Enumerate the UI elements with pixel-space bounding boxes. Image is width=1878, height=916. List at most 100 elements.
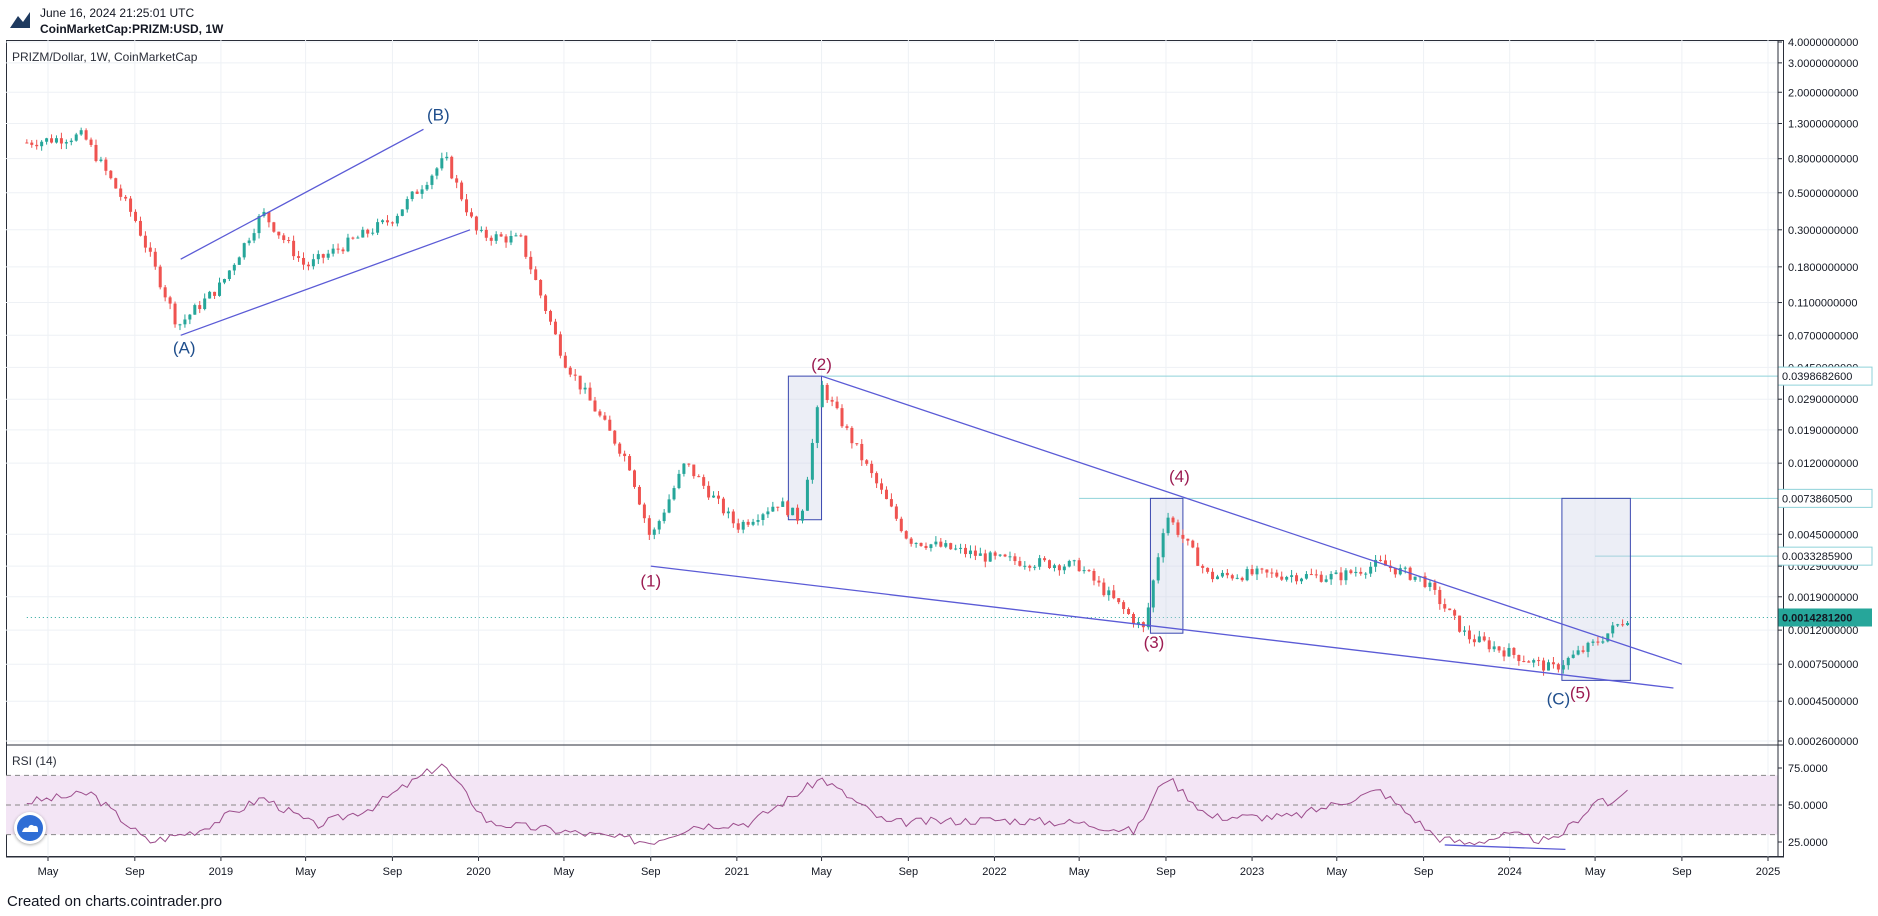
candle-body-223: [1127, 609, 1131, 615]
candle-body-140: [716, 495, 720, 499]
price-axis[interactable]: 4.0000000000 3.0000000000 2.0000000000 1.30…: [1778, 37, 1858, 748]
candle-body-202: [1023, 565, 1027, 567]
candle-body-49: [267, 211, 271, 223]
candle-body-220: [1112, 590, 1116, 599]
candle-body-26: [153, 251, 157, 267]
chart-header: June 16, 2024 21:25:01 UTC CoinMarketCap…: [0, 0, 1878, 40]
candle-body-2: [35, 144, 39, 147]
candle-body-259: [1304, 574, 1308, 579]
candle-body-127: [652, 529, 656, 535]
candle-body-113: [583, 387, 587, 390]
candle-body-256: [1290, 575, 1294, 577]
price-tick-label-9: 0.0700000000: [1788, 330, 1858, 342]
candle-body-29: [168, 297, 172, 304]
candle-body-12: [84, 130, 88, 140]
candle-body-123: [633, 470, 637, 487]
trendline-3: [650, 565, 1674, 689]
candle-body-53: [287, 240, 291, 242]
candle-body-211: [1067, 560, 1071, 567]
highlight-box-2: [1561, 497, 1631, 681]
candle-body-177: [899, 518, 903, 532]
candle-body-106: [549, 310, 553, 322]
time-axis[interactable]: May Sep 2019 May Sep 2020 May Sep 2021 May Sep 2022…: [38, 857, 1781, 878]
candle-body-158: [805, 479, 809, 511]
tradingview-home-button[interactable]: [14, 812, 46, 844]
candle-body-86: [450, 156, 454, 179]
cloud-icon: [17, 815, 43, 841]
candle-body-24: [143, 235, 147, 248]
candle-body-231: [1166, 517, 1170, 534]
candle-body-201: [1018, 561, 1022, 566]
candle-body-219: [1107, 590, 1111, 596]
price-label-text-1: 0.0073860500: [1782, 493, 1852, 505]
candle-body-84: [440, 158, 444, 169]
candle-body-257: [1295, 575, 1299, 582]
candle-body-299: [1502, 650, 1506, 657]
candle-body-15: [99, 159, 103, 161]
candle-body-224: [1131, 614, 1135, 624]
candle-body-283: [1423, 576, 1427, 587]
time-tick-label-19: Sep: [1672, 866, 1692, 878]
candle-body-242: [1220, 572, 1224, 577]
candle-body-307: [1542, 660, 1546, 671]
candle-body-19: [119, 188, 123, 197]
trendline-2: [821, 375, 1683, 665]
candle-body-129: [662, 512, 666, 522]
candle-body-252: [1270, 572, 1274, 574]
trendline-1: [180, 229, 471, 336]
candle-body-292: [1467, 630, 1471, 640]
candle-body-184: [934, 541, 938, 545]
candle-body-68: [361, 229, 365, 238]
candle-body-232: [1171, 517, 1175, 523]
candle-body-116: [598, 411, 602, 416]
candle-body-298: [1497, 646, 1501, 651]
candle-body-285: [1433, 582, 1437, 590]
candle-body-104: [539, 279, 543, 296]
rsi-title: RSI (14): [12, 754, 57, 768]
candle-body-97: [504, 236, 508, 243]
wave-label-6: (C): [1547, 690, 1571, 709]
trendline-0: [180, 128, 424, 260]
candle-body-55: [297, 256, 301, 258]
candle-body-17: [109, 170, 113, 179]
candle-body-317: [1591, 641, 1595, 643]
candle-body-90: [469, 212, 473, 217]
price-label-1: 0.0073860500: [1777, 488, 1873, 508]
candle-body-77: [405, 199, 409, 210]
candle-body-316: [1586, 642, 1590, 652]
candle-body-62: [331, 248, 335, 254]
time-tick-label-0: May: [38, 866, 59, 878]
candle-body-96: [499, 234, 503, 237]
time-tick-label-2: 2019: [209, 866, 233, 878]
wave-label-7: (5): [1570, 683, 1591, 702]
candle-body-63: [336, 248, 340, 250]
candle-body-229: [1156, 557, 1160, 581]
candle-body-81: [425, 184, 429, 190]
candle-body-36: [203, 298, 207, 310]
candle-body-3: [40, 141, 44, 147]
candle-body-301: [1512, 647, 1516, 655]
candle-body-87: [455, 178, 459, 183]
candle-body-178: [904, 531, 908, 539]
candle-body-216: [1092, 570, 1096, 581]
candle-body-150: [766, 511, 770, 515]
candle-body-27: [158, 266, 162, 288]
candle-body-179: [909, 538, 913, 544]
candle-body-72: [381, 220, 385, 223]
candle-body-14: [94, 144, 98, 161]
candle-body-41: [227, 270, 231, 279]
candle-body-324: [1626, 622, 1630, 626]
candle-body-115: [593, 400, 597, 412]
candle-body-45: [247, 240, 251, 244]
candlestick-series: [25, 127, 1630, 676]
rsi-tick-label-1: 50.0000: [1788, 800, 1828, 812]
candle-body-10: [74, 134, 78, 141]
candle-body-258: [1299, 578, 1303, 582]
time-tick-label-4: Sep: [383, 866, 403, 878]
time-tick-label-8: 2021: [725, 866, 749, 878]
candle-body-291: [1463, 630, 1467, 632]
candle-body-5: [50, 138, 54, 143]
candle-body-287: [1443, 604, 1447, 609]
candle-body-279: [1403, 567, 1407, 569]
